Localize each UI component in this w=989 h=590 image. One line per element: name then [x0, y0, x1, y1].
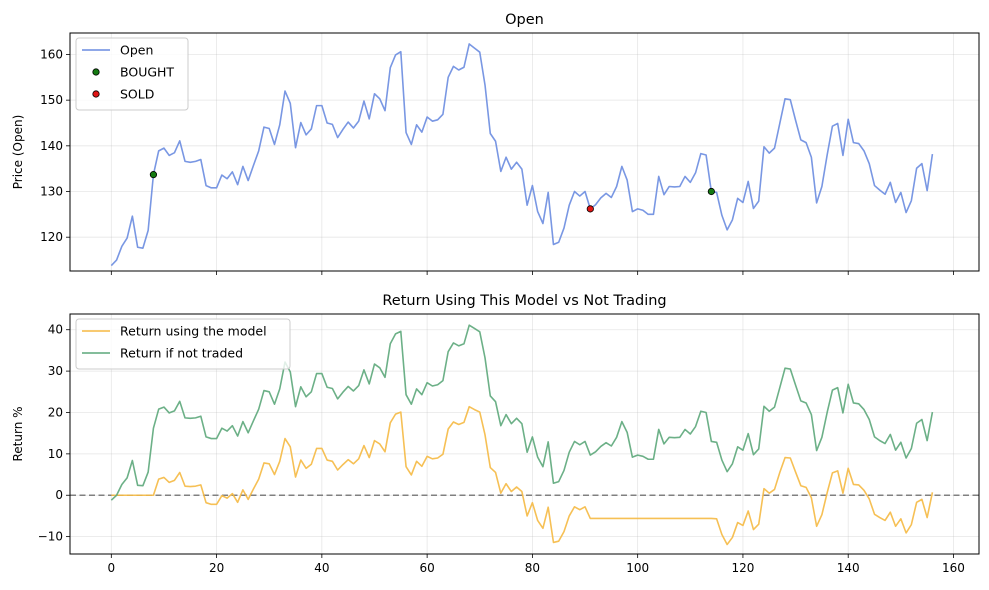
legend-marker-sold	[92, 90, 100, 98]
y-tick-label: 130	[40, 185, 63, 199]
return-chart-ylabel: Return %	[11, 406, 25, 461]
price-chart-series	[110, 43, 934, 267]
price-chart-legend: Open BOUGHT SOLD	[75, 37, 189, 111]
return-chart: 0 20 40 60 80 100 120 140 160 −10 0 10 20 30 40 Return…	[11, 293, 980, 575]
y-tick-label: 0	[55, 488, 63, 502]
y-tick-label: 150	[40, 93, 63, 107]
return-chart-frame	[69, 313, 980, 555]
bought-marker	[149, 171, 158, 179]
sold-marker	[586, 205, 594, 213]
price-chart: 120 130 140 150 160 Open Price (Open) Open B…	[11, 12, 980, 275]
return-chart-ticks: 0 20 40 60 80 100 120 140 160 −10 0 10 20 30 40	[38, 323, 965, 575]
legend-marker-bought	[92, 68, 100, 76]
x-tick-label: 20	[209, 561, 224, 575]
price-chart-markers	[149, 171, 715, 213]
x-tick-label: 120	[731, 561, 754, 575]
y-tick-label: 10	[48, 447, 63, 461]
y-tick-label: 120	[40, 230, 63, 244]
series-line-return-using-the-model	[111, 405, 934, 546]
return-chart-legend: Return using the model Return if not tra…	[75, 318, 291, 370]
x-tick-label: 80	[525, 561, 540, 575]
price-chart-frame	[69, 32, 980, 272]
legend-label-no-trade-return: Return if not traded	[120, 346, 243, 361]
x-tick-label: 160	[942, 561, 965, 575]
x-tick-label: 0	[107, 561, 115, 575]
x-tick-label: 60	[419, 561, 434, 575]
x-tick-label: 100	[626, 561, 649, 575]
price-chart-ylabel: Price (Open)	[11, 115, 25, 190]
legend-label-sold: SOLD	[120, 87, 154, 102]
x-tick-label: 140	[837, 561, 860, 575]
return-chart-title: Return Using This Model vs Not Trading	[382, 293, 666, 309]
bought-marker	[707, 187, 715, 196]
y-tick-label: 40	[48, 323, 63, 337]
y-tick-label: 160	[40, 47, 63, 61]
price-chart-ticks: 120 130 140 150 160	[40, 47, 954, 275]
y-tick-label: 140	[40, 139, 63, 153]
legend-label-model-return: Return using the model	[120, 324, 267, 339]
y-tick-label: −10	[38, 530, 63, 544]
x-tick-label: 40	[314, 561, 329, 575]
series-line-open	[110, 43, 934, 267]
legend-label-bought: BOUGHT	[120, 65, 174, 80]
price-chart-title: Open	[505, 12, 544, 28]
series-line-return-if-not-traded	[110, 324, 934, 501]
return-chart-legend-box	[75, 318, 291, 370]
y-tick-label: 20	[48, 405, 63, 419]
price-chart-legend-box	[75, 37, 189, 111]
legend-label-open: Open	[120, 43, 153, 58]
y-tick-label: 30	[48, 364, 63, 378]
return-chart-series	[110, 324, 934, 546]
